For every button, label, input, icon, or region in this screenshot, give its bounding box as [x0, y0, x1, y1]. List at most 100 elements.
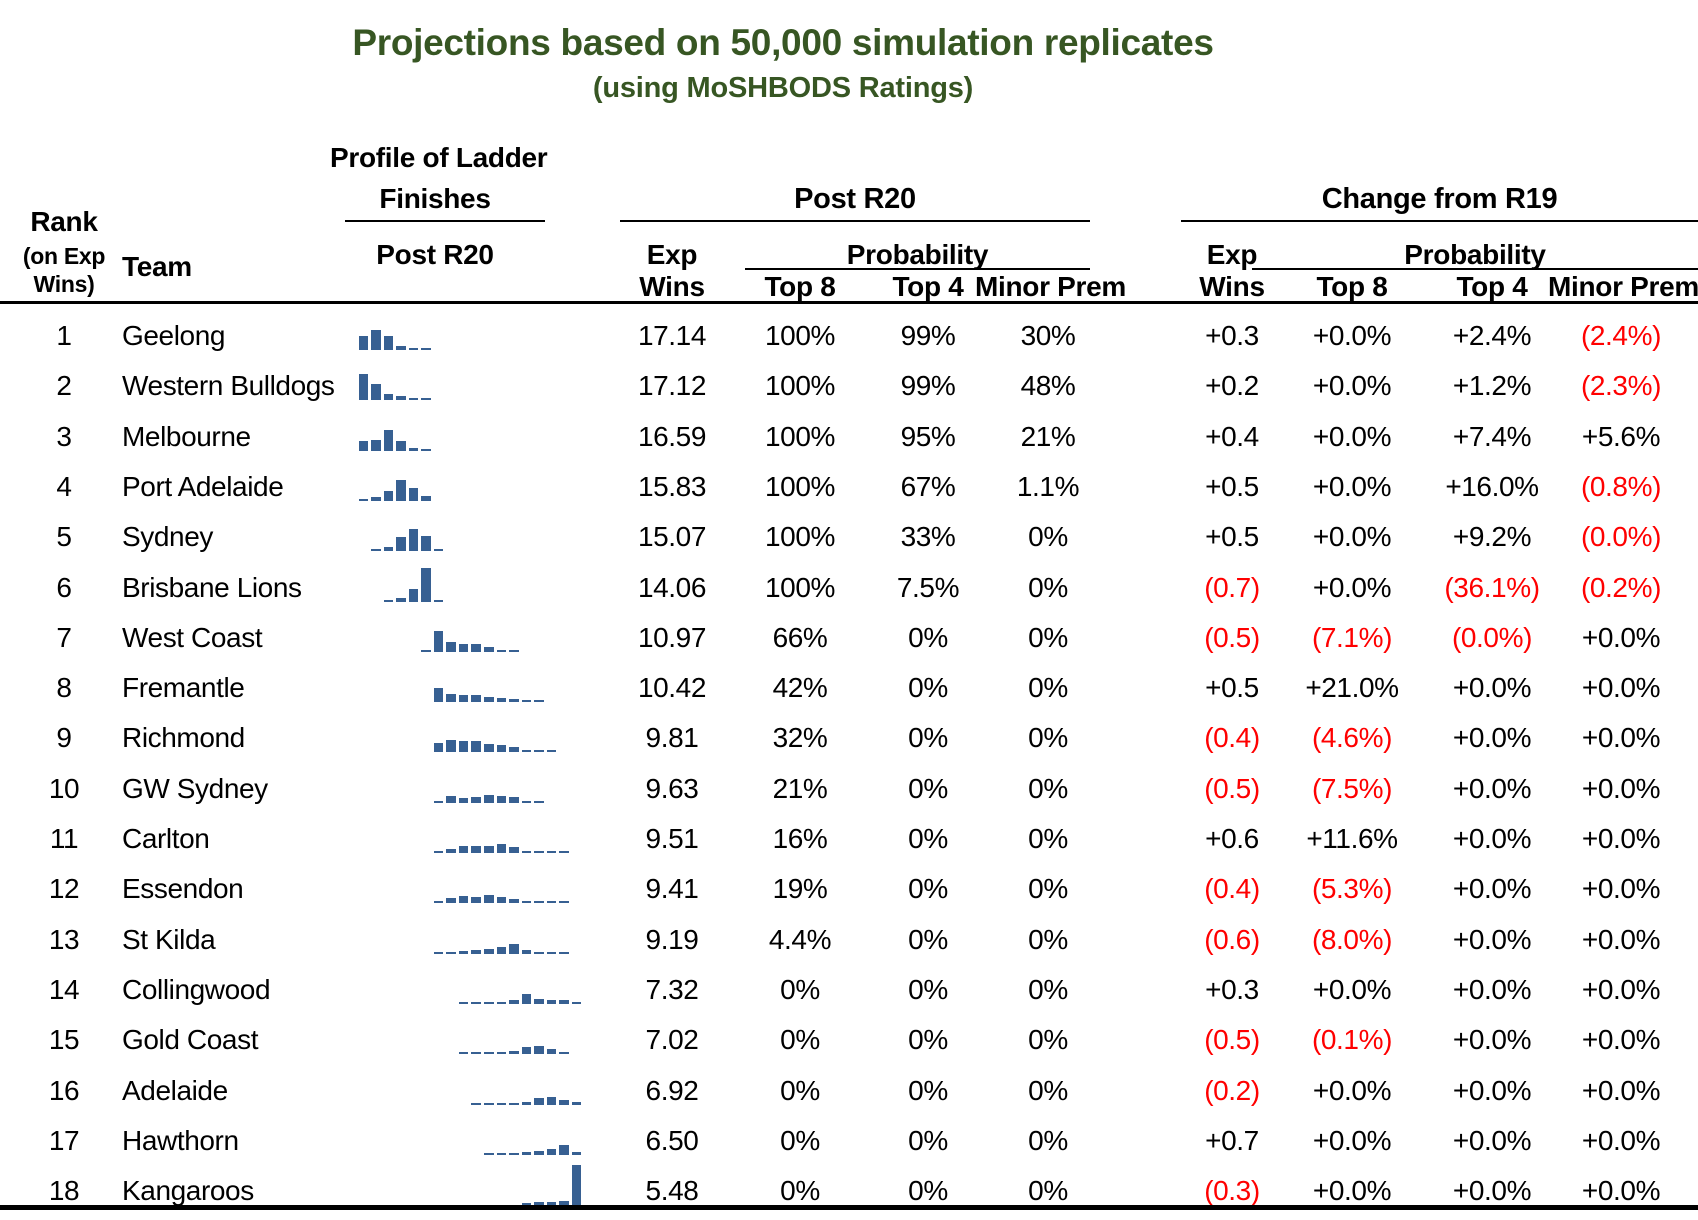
change-top4-value: +7.4% [1452, 421, 1532, 452]
sparkline-bar [534, 1151, 544, 1155]
change-top4-value: +0.0% [1452, 773, 1532, 804]
sparkline-bar [534, 750, 544, 752]
team-name: Essendon [122, 873, 244, 904]
sparkline-bar [559, 1100, 569, 1105]
profile-header-line1: Profile of Ladder [330, 142, 548, 173]
post-minor-prem-value: 0% [1028, 572, 1068, 603]
rank-value: 16 [48, 1075, 80, 1106]
change-top8-value: +0.0% [1312, 1075, 1392, 1106]
sparkline-bar [521, 1047, 532, 1054]
profile-header-underline [345, 220, 545, 222]
sparkline-bar [421, 568, 431, 602]
post-top4-value: 95% [900, 421, 956, 452]
sparkline-bar [484, 1052, 494, 1054]
sparkline-bar [546, 851, 557, 853]
post-exp-wins-value: 6.50 [645, 1125, 699, 1156]
change-top8-value: (4.6%) [1311, 722, 1393, 753]
post-top8-value: 0% [780, 1125, 820, 1156]
change-top4-value: +0.0% [1452, 672, 1532, 703]
post-top4-value: 0% [908, 924, 948, 955]
table-row: 9 Richmond 9.81 32% 0% 0% (0.4) (4.6%) +… [0, 713, 1698, 763]
sparkline-bar [534, 1046, 544, 1054]
post-exp-wins-value: 15.83 [637, 471, 707, 502]
post-minor-prem-header: Minor Prem [975, 271, 1127, 302]
sparkline-bar [484, 949, 494, 954]
post-top8-value: 42% [772, 672, 828, 703]
post-minor-prem-value: 0% [1028, 1075, 1068, 1106]
change-probability-header: Probability [1404, 239, 1546, 270]
rank-value: 2 [56, 370, 72, 401]
ladder-finish-sparkline [357, 864, 587, 914]
sparkline-bar [484, 1103, 494, 1105]
change-top8-value: (7.5%) [1311, 773, 1393, 804]
post-exp-wins-value: 10.97 [637, 622, 707, 653]
sparkline-bar [509, 747, 519, 752]
post-top8-value: 100% [764, 521, 835, 552]
sparkline-bar [534, 851, 544, 853]
sparkline-bar [496, 698, 507, 702]
change-exp-wins-value: (0.4) [1204, 722, 1260, 753]
sparkline-bar [559, 1145, 569, 1155]
ladder-finish-sparkline [357, 311, 587, 361]
change-top4-value: +0.0% [1452, 722, 1532, 753]
change-top4-value: +0.0% [1452, 873, 1532, 904]
change-minor-prem-value: (0.0%) [1580, 521, 1662, 552]
post-exp-wins-value: 9.63 [645, 773, 699, 804]
table-row: 11 Carlton 9.51 16% 0% 0% +0.6 +11.6% +0… [0, 814, 1698, 864]
ladder-finish-sparkline [357, 713, 587, 763]
sparkline-bar [484, 795, 494, 803]
sparkline-bar [458, 741, 469, 752]
change-exp-wins-value: +0.5 [1205, 672, 1259, 703]
change-top8-value: +0.0% [1312, 370, 1392, 401]
sparkline-bar [458, 896, 469, 903]
sparkline-bar [509, 797, 519, 803]
team-name: Richmond [122, 722, 245, 753]
sparkline-bar [421, 348, 431, 350]
change-top8-value: +0.0% [1312, 974, 1392, 1005]
change-top4-value: +0.0% [1452, 1075, 1532, 1106]
rank-header-line2: (on Exp [22, 243, 106, 269]
change-exp-wins-value: +0.3 [1205, 974, 1259, 1005]
sparkline-bar [509, 699, 519, 702]
sparkline-bar [371, 440, 381, 451]
table-row: 8 Fremantle 10.42 42% 0% 0% +0.5 +21.0% … [0, 663, 1698, 713]
post-minor-prem-value: 0% [1028, 722, 1068, 753]
post-probability-header: Probability [846, 239, 989, 270]
sparkline-bar [458, 1052, 469, 1054]
sparkline-bar [496, 1103, 507, 1105]
team-header: Team [122, 251, 192, 282]
sparkline-bar [371, 497, 381, 501]
post-minor-prem-value: 0% [1028, 672, 1068, 703]
change-top8-value: +0.0% [1312, 572, 1392, 603]
post-probability-underline [745, 268, 1090, 270]
post-top8-value: 32% [772, 722, 828, 753]
change-exp-wins-value: +0.6 [1205, 823, 1259, 854]
team-name: Collingwood [122, 974, 271, 1005]
rank-value: 18 [48, 1175, 80, 1206]
team-name: Western Bulldogs [122, 370, 335, 401]
sparkline-bar [408, 488, 419, 501]
post-top8-value: 0% [780, 1175, 820, 1206]
sparkline-bar [446, 952, 456, 954]
post-exp-wins-value: 17.14 [637, 320, 707, 351]
post-exp-wins-value: 7.02 [645, 1024, 699, 1055]
sparkline-bar [509, 847, 519, 853]
ladder-finish-sparkline [357, 764, 587, 814]
sparkline-bar [521, 750, 532, 752]
rank-value: 6 [56, 572, 72, 603]
sparkline-bar [408, 398, 419, 400]
post-top4-value: 0% [908, 1075, 948, 1106]
post-top8-value: 100% [764, 370, 835, 401]
table-row: 10 GW Sydney 9.63 21% 0% 0% (0.5) (7.5%)… [0, 764, 1698, 814]
post-minor-prem-value: 0% [1028, 1125, 1068, 1156]
change-top8-value: +0.0% [1312, 471, 1392, 502]
post-exp-wins-value: 5.48 [645, 1175, 699, 1206]
sparkline-bar [534, 952, 544, 954]
table-row: 6 Brisbane Lions 14.06 100% 7.5% 0% (0.7… [0, 563, 1698, 613]
change-minor-prem-value: +0.0% [1581, 722, 1661, 753]
sparkline-bar [534, 901, 544, 903]
ladder-finish-sparkline [357, 1165, 587, 1216]
sparkline-bar [396, 598, 406, 602]
post-top8-value: 21% [772, 773, 828, 804]
sparkline-bar [496, 1052, 507, 1054]
